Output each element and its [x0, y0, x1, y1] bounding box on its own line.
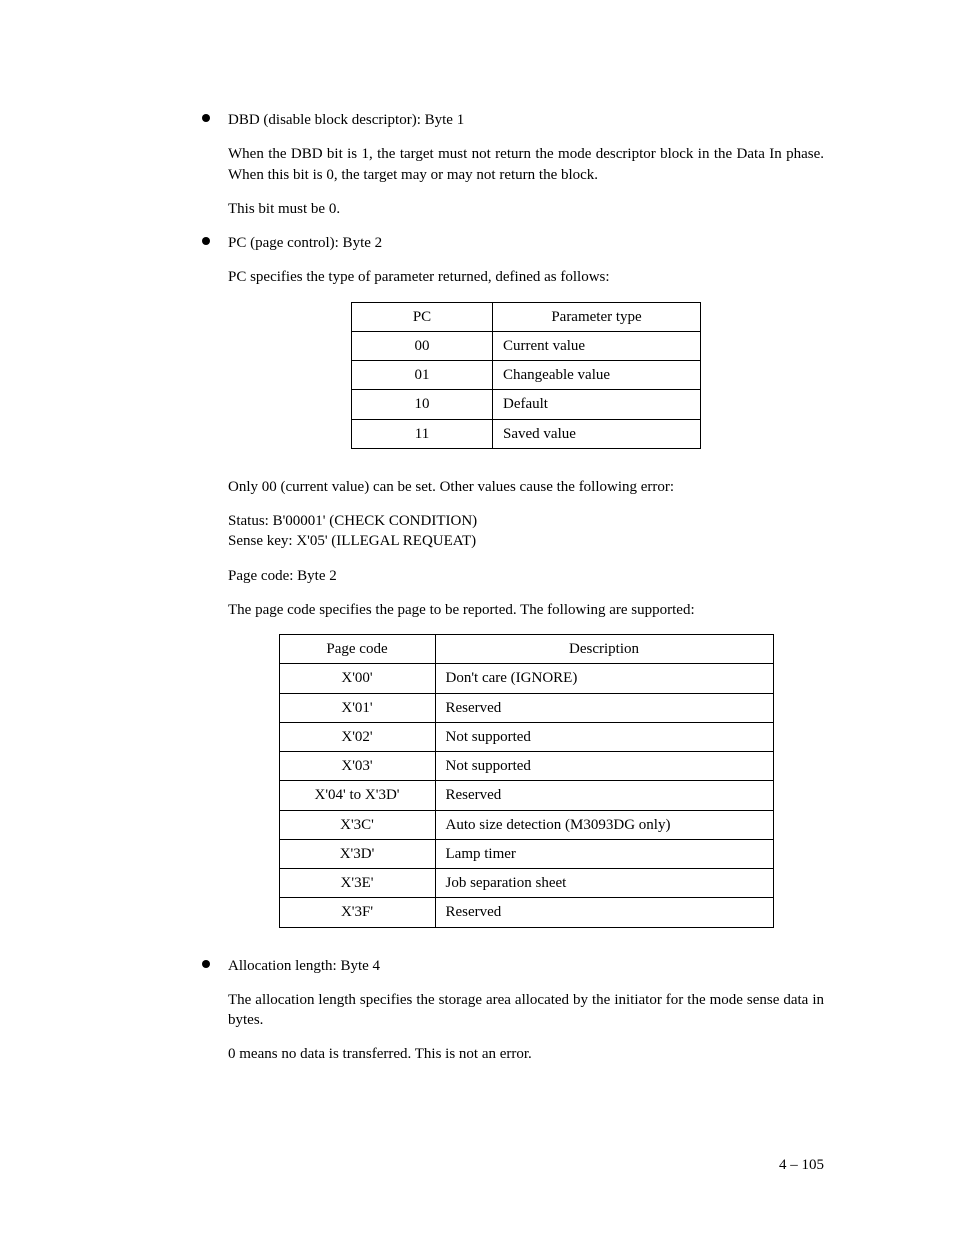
table-cell: X'01' — [279, 693, 435, 722]
table-cell: Changeable value — [493, 361, 701, 390]
table-cell: Job separation sheet — [435, 869, 773, 898]
table-cell: X'02' — [279, 722, 435, 751]
page-number: 4 – 105 — [779, 1155, 824, 1175]
table-row: X'01' Reserved — [279, 693, 773, 722]
table-cell: Saved value — [493, 419, 701, 448]
table-cell: Not supported — [435, 752, 773, 781]
table-header-row: PC Parameter type — [352, 302, 701, 331]
table-cell: X'3E' — [279, 869, 435, 898]
bullet-dbd: DBD (disable block descriptor): Byte 1 W… — [200, 110, 824, 219]
table-row: X'3F' Reserved — [279, 898, 773, 927]
table-cell: X'04' to X'3D' — [279, 781, 435, 810]
table-cell: Auto size detection (M3093DG only) — [435, 810, 773, 839]
page: DBD (disable block descriptor): Byte 1 W… — [0, 0, 954, 1235]
table-row: 11 Saved value — [352, 419, 701, 448]
table-header-cell: Description — [435, 635, 773, 664]
table-cell: Don't care (IGNORE) — [435, 664, 773, 693]
bullet-dbd-title: DBD (disable block descriptor): Byte 1 — [228, 110, 824, 130]
pc-paragraph-1: PC specifies the type of parameter retur… — [228, 267, 824, 287]
table-row: X'3E' Job separation sheet — [279, 869, 773, 898]
page-code-table: Page code Description X'00' Don't care (… — [279, 634, 774, 928]
table-cell: 10 — [352, 390, 493, 419]
table-cell: X'3D' — [279, 839, 435, 868]
table-cell: Not supported — [435, 722, 773, 751]
bullet-dot-icon — [202, 237, 210, 245]
table-cell: Reserved — [435, 898, 773, 927]
pc-status-line: Status: B'00001' (CHECK CONDITION) — [228, 511, 824, 531]
alloc-paragraph-1: The allocation length specifies the stor… — [228, 990, 824, 1031]
bullet-pc: PC (page control): Byte 2 PC specifies t… — [200, 233, 824, 928]
pc-paragraph-4: The page code specifies the page to be r… — [228, 600, 824, 620]
table-row: 10 Default — [352, 390, 701, 419]
bullet-alloc-title: Allocation length: Byte 4 — [228, 956, 824, 976]
table-cell: Reserved — [435, 693, 773, 722]
table-cell: 00 — [352, 331, 493, 360]
table-cell: Lamp timer — [435, 839, 773, 868]
pc-sense-line: Sense key: X'05' (ILLEGAL REQUEAT) — [228, 531, 824, 551]
table-header-row: Page code Description — [279, 635, 773, 664]
table-row: X'04' to X'3D' Reserved — [279, 781, 773, 810]
table-row: 01 Changeable value — [352, 361, 701, 390]
table-cell: 11 — [352, 419, 493, 448]
table-cell: Current value — [493, 331, 701, 360]
table-cell: X'3C' — [279, 810, 435, 839]
dbd-paragraph-2: This bit must be 0. — [228, 199, 824, 219]
table-row: 00 Current value — [352, 331, 701, 360]
table-row: X'00' Don't care (IGNORE) — [279, 664, 773, 693]
table-row: X'3C' Auto size detection (M3093DG only) — [279, 810, 773, 839]
table-header-cell: PC — [352, 302, 493, 331]
bullet-alloc: Allocation length: Byte 4 The allocation… — [200, 956, 824, 1065]
bullet-pc-title: PC (page control): Byte 2 — [228, 233, 824, 253]
bullet-dot-icon — [202, 960, 210, 968]
table-cell: X'00' — [279, 664, 435, 693]
pc-paragraph-3: Page code: Byte 2 — [228, 566, 824, 586]
table-header-cell: Parameter type — [493, 302, 701, 331]
table-cell: X'03' — [279, 752, 435, 781]
table-cell: 01 — [352, 361, 493, 390]
pc-table: PC Parameter type 00 Current value 01 Ch… — [351, 302, 701, 449]
table-cell: Reserved — [435, 781, 773, 810]
table-row: X'3D' Lamp timer — [279, 839, 773, 868]
bullet-dot-icon — [202, 114, 210, 122]
table-row: X'03' Not supported — [279, 752, 773, 781]
table-row: X'02' Not supported — [279, 722, 773, 751]
table-cell: X'3F' — [279, 898, 435, 927]
alloc-paragraph-2: 0 means no data is transferred. This is … — [228, 1044, 824, 1064]
dbd-paragraph-1: When the DBD bit is 1, the target must n… — [228, 144, 824, 185]
table-header-cell: Page code — [279, 635, 435, 664]
table-cell: Default — [493, 390, 701, 419]
pc-paragraph-2: Only 00 (current value) can be set. Othe… — [228, 477, 824, 497]
